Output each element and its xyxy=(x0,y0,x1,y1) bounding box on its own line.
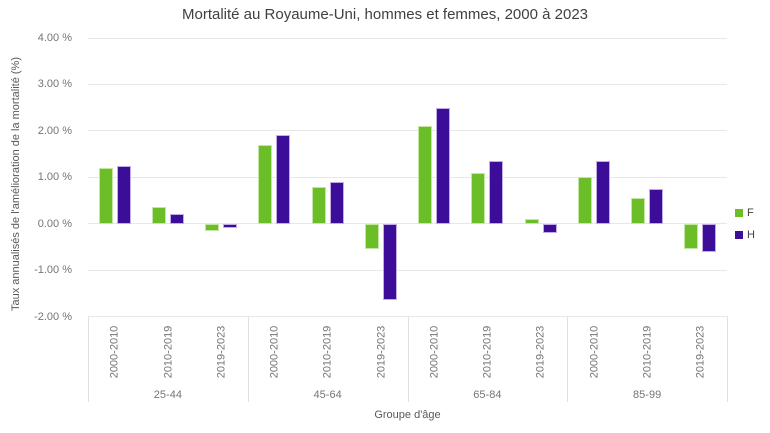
gridline xyxy=(88,130,727,132)
y-tick-label: -2.00 % xyxy=(34,310,72,323)
bar-H-45-64-2000-2010 xyxy=(276,135,291,224)
x-period-label: 2000-2010 xyxy=(587,325,600,379)
legend-label-F: F xyxy=(747,207,754,219)
category-divider xyxy=(247,316,249,402)
bar-F-65-84-2010-2019 xyxy=(471,172,486,224)
y-tick-label: 3.00 % xyxy=(37,78,72,91)
bar-F-65-84-2019-2023 xyxy=(524,219,539,224)
bar-H-65-84-2010-2019 xyxy=(489,161,504,224)
bar-H-25-44-2019-2023 xyxy=(223,223,238,229)
chart-title: Mortalité au Royaume-Uni, hommes et femm… xyxy=(181,6,589,23)
bar-F-25-44-2019-2023 xyxy=(205,223,220,231)
bar-H-65-84-2000-2010 xyxy=(436,107,451,224)
y-tick-label: 1.00 % xyxy=(37,171,72,184)
gridline xyxy=(88,269,727,271)
y-tick-label: 2.00 % xyxy=(37,124,72,137)
bar-F-45-64-2010-2019 xyxy=(311,186,326,224)
category-divider xyxy=(88,316,89,402)
x-period-label: 2010-2019 xyxy=(321,325,334,379)
x-period-label: 2010-2019 xyxy=(161,325,174,379)
bar-F-45-64-2000-2010 xyxy=(258,144,273,224)
gridline xyxy=(88,223,727,225)
category-divider xyxy=(407,316,409,402)
y-axis-title: Taux annualisés de l'amélioration de la … xyxy=(10,57,22,312)
y-tick-label: -1.00 % xyxy=(34,264,72,277)
bar-H-85-99-2010-2019 xyxy=(649,188,664,224)
x-period-label: 2000-2010 xyxy=(428,325,441,379)
bar-H-85-99-2000-2010 xyxy=(595,161,610,224)
x-period-label: 2010-2019 xyxy=(641,325,654,379)
bar-F-85-99-2019-2023 xyxy=(684,223,699,250)
x-group-label: 45-64 xyxy=(313,389,342,401)
x-period-label: 2019-2023 xyxy=(694,325,707,379)
category-divider xyxy=(567,316,569,402)
gridline xyxy=(88,37,727,39)
legend-swatch-H xyxy=(735,231,743,239)
x-period-label: 2019-2023 xyxy=(215,325,228,379)
x-group-label: 65-84 xyxy=(473,389,502,401)
x-period-label: 2000-2010 xyxy=(268,325,281,379)
legend-label-H: H xyxy=(747,229,755,241)
bar-H-25-44-2000-2010 xyxy=(116,165,131,224)
x-axis-title: Groupe d'âge xyxy=(374,409,441,421)
legend-swatch-F xyxy=(735,209,743,217)
bar-H-65-84-2019-2023 xyxy=(542,223,557,233)
x-period-label-box: 2019-2023 xyxy=(665,317,735,387)
x-period-label: 2000-2010 xyxy=(108,325,121,379)
bar-H-45-64-2019-2023 xyxy=(382,223,397,301)
category-divider xyxy=(727,316,728,402)
x-period-label: 2010-2019 xyxy=(481,325,494,379)
legend-item-F: F xyxy=(735,207,755,219)
y-tick-label: 4.00 % xyxy=(37,32,72,44)
x-period-label: 2019-2023 xyxy=(534,325,547,379)
bar-F-85-99-2010-2019 xyxy=(631,198,646,224)
bar-H-85-99-2019-2023 xyxy=(702,223,717,252)
legend-item-H: H xyxy=(735,229,755,241)
bar-F-65-84-2000-2010 xyxy=(418,126,433,224)
bar-F-25-44-2000-2010 xyxy=(98,167,113,224)
bar-H-45-64-2010-2019 xyxy=(329,181,344,224)
gridline xyxy=(88,176,727,178)
x-group-label: 85-99 xyxy=(633,389,662,401)
gridline xyxy=(88,83,727,85)
bar-F-85-99-2000-2010 xyxy=(577,177,592,224)
y-tick-label: 0.00 % xyxy=(37,217,72,230)
bar-H-25-44-2010-2019 xyxy=(169,214,184,224)
bar-F-25-44-2010-2019 xyxy=(151,207,166,224)
bar-F-45-64-2019-2023 xyxy=(364,223,379,250)
x-group-label: 25-44 xyxy=(153,389,182,401)
x-period-label: 2019-2023 xyxy=(374,325,387,379)
